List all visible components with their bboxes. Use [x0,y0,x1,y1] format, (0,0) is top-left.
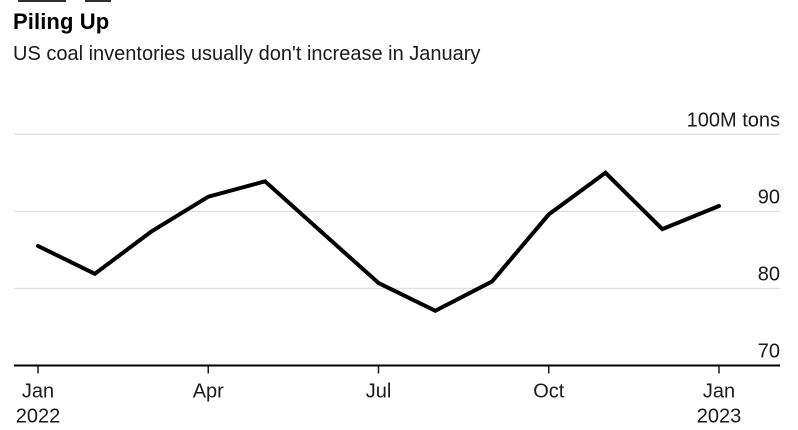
y-axis-label-80: 80 [758,263,780,285]
y-axis-label-90: 90 [758,186,780,208]
x-axis-label-2023: 2023 [697,406,742,428]
cropped-artifact-segment [18,0,66,2]
x-axis-label-apr: Apr [193,381,224,403]
chart-title: Piling Up [13,9,110,34]
coal-inventory-line [36,170,721,314]
x-axis-label-jan: Jan [22,381,54,403]
x-axis-label-jan: Jan [703,381,735,403]
y-axis-label-100m-tons: 100M tons [687,109,780,131]
chart-subtitle: US coal inventories usually don't increa… [13,43,481,65]
cropped-artifact-segment [85,0,111,2]
y-axis-label-70: 70 [758,341,780,363]
x-axis-label-oct: Oct [533,381,565,403]
x-axis-label-jul: Jul [366,381,392,403]
x-axis-label-2022: 2022 [16,406,61,428]
